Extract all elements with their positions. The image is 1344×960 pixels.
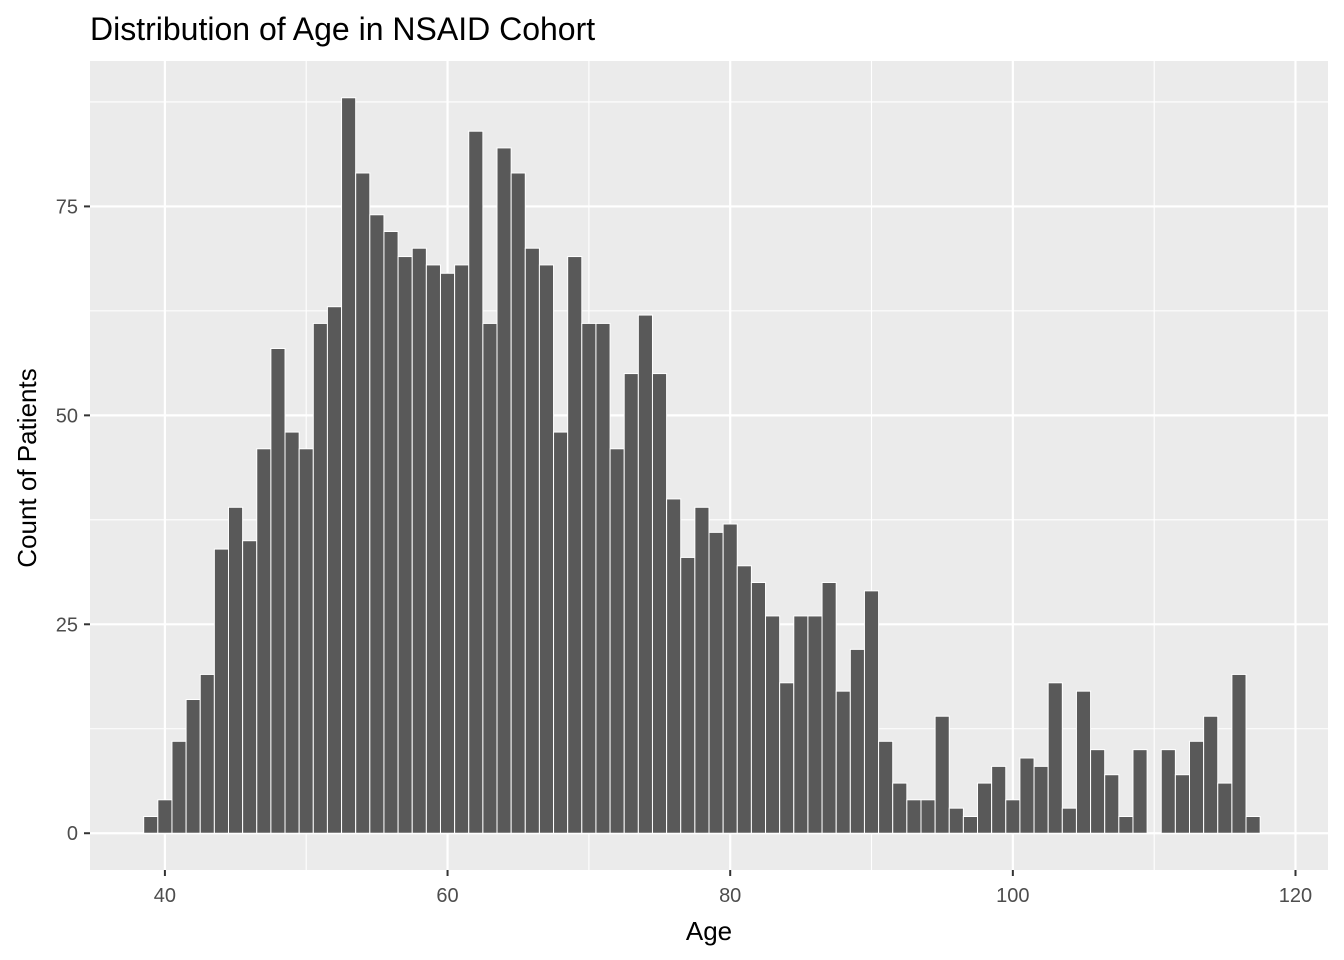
- histogram-bar: [765, 615, 781, 834]
- histogram-bar: [425, 264, 441, 834]
- histogram-bar: [666, 498, 682, 834]
- histogram-bar: [1104, 774, 1120, 834]
- histogram-bar: [962, 816, 979, 834]
- histogram-bar: [736, 565, 752, 834]
- histogram-bar: [369, 214, 385, 834]
- histogram-bar: [680, 556, 696, 834]
- y-axis: 0 25 50 75: [56, 196, 90, 845]
- y-tick-label: 25: [56, 614, 78, 636]
- histogram-bar: [637, 314, 653, 834]
- histogram-bar: [1033, 765, 1049, 834]
- histogram-bar: [821, 582, 837, 834]
- histogram-bar: [892, 782, 908, 834]
- histogram-bar: [171, 740, 187, 834]
- histogram-bar: [256, 448, 272, 834]
- histogram-bar: [1231, 673, 1247, 834]
- y-tick-label: 50: [56, 405, 78, 427]
- histogram-bar: [623, 373, 639, 834]
- y-axis-title: Count of Patients: [12, 368, 42, 567]
- histogram-bar: [920, 799, 936, 834]
- histogram-bar: [1075, 690, 1092, 834]
- histogram-bar: [722, 523, 738, 834]
- x-tick-label: 100: [996, 885, 1029, 907]
- histogram-bar: [581, 322, 597, 834]
- histogram-bar: [1203, 715, 1219, 834]
- histogram-bar: [454, 264, 470, 834]
- histogram-bar: [242, 540, 258, 834]
- histogram-bar: [227, 506, 244, 834]
- histogram-bar: [270, 347, 286, 834]
- histogram-bar: [185, 699, 201, 834]
- histogram-bar: [595, 322, 611, 834]
- histogram-bar: [878, 740, 894, 834]
- histogram-bar: [708, 531, 724, 834]
- histogram-bar: [1118, 816, 1134, 834]
- histogram-bar: [750, 582, 767, 834]
- histogram-bar: [835, 690, 851, 834]
- histogram-bars: [143, 97, 1261, 834]
- histogram-bar: [567, 256, 583, 834]
- histogram-bar: [651, 373, 668, 834]
- histogram-bar: [863, 590, 880, 834]
- histogram-bar: [524, 247, 540, 834]
- x-tick-label: 80: [719, 885, 741, 907]
- histogram-bar: [496, 147, 512, 834]
- histogram-bar: [1217, 782, 1233, 834]
- histogram-bar: [1061, 807, 1077, 834]
- histogram-bar: [213, 548, 229, 834]
- histogram-bar: [199, 673, 215, 834]
- y-tick-label: 75: [56, 196, 78, 218]
- histogram-bar: [977, 782, 993, 834]
- histogram-bar: [934, 715, 950, 834]
- chart-title: Distribution of Age in NSAID Cohort: [90, 11, 595, 47]
- histogram-bar: [991, 765, 1007, 834]
- histogram-bar: [793, 615, 809, 834]
- histogram-bar: [468, 130, 484, 834]
- x-tick-label: 120: [1279, 885, 1312, 907]
- y-tick-label: 0: [67, 823, 78, 845]
- histogram-bar: [538, 264, 555, 834]
- histogram-bar: [849, 648, 865, 834]
- histogram-bar: [298, 448, 314, 834]
- histogram-bar: [341, 97, 357, 834]
- histogram-bar: [553, 431, 569, 834]
- histogram-bar: [383, 230, 399, 834]
- histogram-bar: [694, 506, 710, 834]
- x-tick-label: 60: [436, 885, 458, 907]
- x-axis-title: Age: [686, 916, 732, 946]
- histogram-bar: [1245, 816, 1261, 834]
- histogram-bar: [326, 306, 343, 834]
- histogram-bar: [482, 322, 498, 834]
- x-axis: 40 60 80 100 120: [154, 870, 1312, 907]
- histogram-bar: [439, 272, 456, 834]
- histogram-bar: [1047, 682, 1063, 834]
- histogram-bar: [906, 799, 922, 834]
- histogram-bar: [609, 448, 625, 834]
- histogram-bar: [143, 816, 159, 834]
- histogram-bar: [411, 247, 427, 834]
- histogram-bar: [397, 256, 413, 834]
- histogram-bar: [157, 799, 173, 834]
- histogram-bar: [355, 172, 371, 834]
- histogram-bar: [510, 172, 526, 834]
- histogram-bar: [1160, 749, 1176, 834]
- histogram-bar: [1090, 749, 1106, 834]
- histogram-bar: [779, 682, 795, 834]
- histogram-bar: [1132, 749, 1148, 834]
- histogram-bar: [1019, 757, 1035, 834]
- histogram-bar: [1189, 740, 1205, 834]
- histogram-bar: [312, 322, 328, 834]
- histogram-bar: [1005, 799, 1021, 834]
- histogram-bar: [948, 807, 964, 834]
- histogram-bar: [807, 615, 823, 834]
- x-tick-label: 40: [154, 885, 176, 907]
- histogram-bar: [284, 431, 300, 834]
- histogram-bar: [1174, 774, 1191, 834]
